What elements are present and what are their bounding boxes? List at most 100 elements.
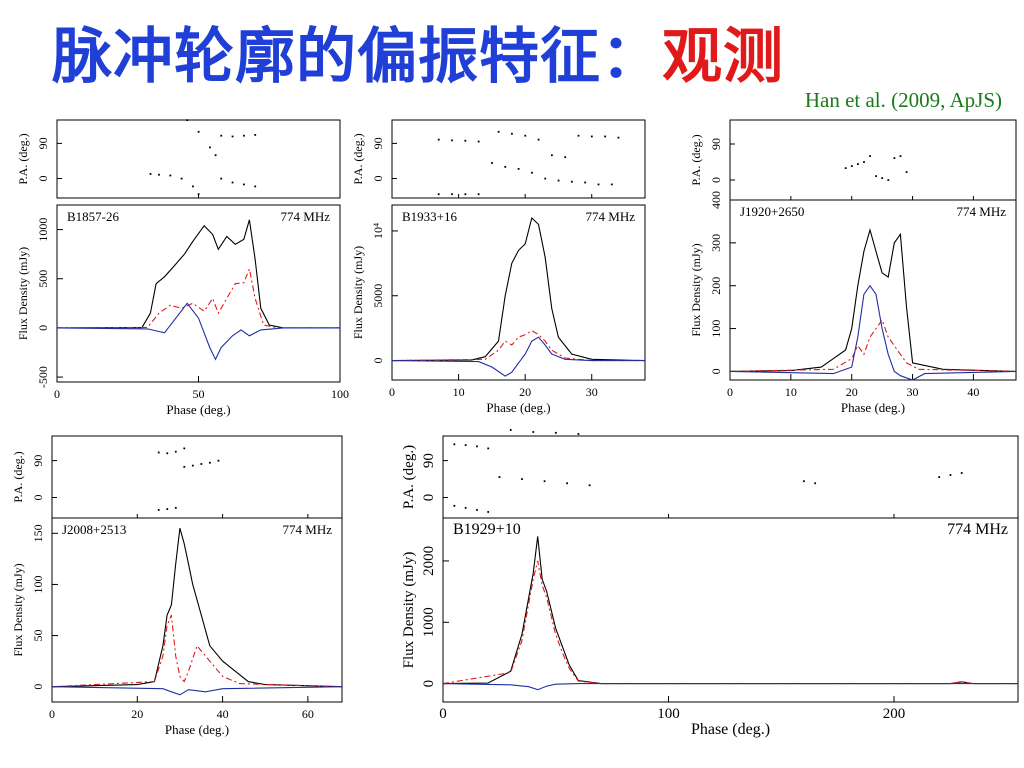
linear-pol-line	[442, 560, 1018, 685]
pa-point	[157, 509, 160, 511]
pa-point	[453, 443, 456, 446]
pa-point	[905, 171, 908, 173]
pa-point	[554, 431, 557, 434]
pa-point	[200, 463, 203, 465]
pa-point	[566, 482, 569, 485]
x-tick-label: 50	[193, 387, 205, 401]
x-tick-label: 10	[453, 385, 465, 399]
y-tick-label: 200	[709, 277, 723, 295]
pa-point	[532, 431, 535, 433]
pa-point	[192, 185, 194, 188]
pa-point	[938, 476, 941, 478]
pa-point	[544, 177, 547, 180]
x-tick-label: 0	[727, 385, 733, 399]
pa-tick-label: 90	[371, 137, 385, 149]
x-tick-label: 0	[54, 387, 60, 401]
x-tick-label: 20	[846, 385, 858, 399]
pa-point	[487, 447, 490, 450]
x-tick-label: 100	[657, 706, 680, 722]
pa-point	[186, 119, 189, 121]
pa-point	[197, 193, 200, 196]
frequency-label: 774 MHz	[947, 521, 1008, 538]
pa-point	[166, 452, 169, 455]
pa-point	[220, 177, 223, 180]
x-axis-label: Phase (deg.)	[486, 400, 550, 415]
pa-point	[570, 180, 573, 183]
x-tick-label: 60	[302, 707, 314, 721]
pa-point	[214, 154, 217, 157]
y-axis-label: Flux Density (mJy)	[11, 563, 25, 656]
linear-pol-line	[391, 330, 645, 362]
x-tick-label: 40	[217, 707, 229, 721]
pa-point	[477, 193, 480, 196]
pa-point	[511, 132, 513, 135]
pa-axis-label: P.A. (deg.)	[689, 134, 703, 185]
y-tick-label: 100	[709, 320, 723, 338]
linear-pol-line	[56, 266, 340, 329]
stokes-i-line	[442, 536, 1018, 685]
x-axis-label: Phase (deg.)	[165, 722, 229, 737]
pa-point	[231, 135, 234, 138]
pa-point	[158, 173, 160, 176]
pa-axis-label: P.A. (deg.)	[351, 133, 365, 184]
pa-point	[242, 134, 245, 137]
x-tick-label: 0	[49, 707, 55, 721]
x-tick-label: 20	[519, 385, 531, 399]
pa-point	[899, 155, 902, 157]
pa-point	[197, 130, 200, 133]
stokes-i-line	[51, 528, 343, 688]
pa-point	[802, 480, 805, 483]
title-highlight-text: 观测	[662, 22, 784, 92]
pa-point	[180, 177, 183, 180]
y-tick-label: 0	[709, 368, 723, 374]
y-tick-label: 2000	[421, 546, 437, 576]
pa-point	[617, 136, 620, 139]
pa-point	[577, 134, 580, 137]
pa-panel-frame	[442, 435, 1019, 519]
chart-b1857-26: 0 50 100 -500 0 500 1000 0 90 Phase (deg.) Flux De…	[16, 119, 349, 417]
pa-point	[949, 474, 952, 476]
flux-panel-frame	[56, 204, 341, 383]
frequency-label: 774 MHz	[283, 522, 333, 537]
pa-point	[814, 482, 817, 485]
pa-point	[498, 476, 501, 478]
pa-axis-label: P.A. (deg.)	[16, 133, 30, 184]
pa-point	[464, 193, 467, 196]
y-tick-label: 0	[421, 680, 437, 688]
pa-point	[869, 155, 871, 157]
pa-point	[242, 183, 245, 186]
pa-point	[491, 162, 493, 164]
x-tick-label: 0	[389, 385, 395, 399]
pa-point	[476, 509, 478, 511]
x-axis-label: Phase (deg.)	[841, 400, 905, 415]
pa-point	[577, 433, 580, 435]
pa-point	[220, 134, 223, 137]
pa-point	[149, 173, 152, 175]
x-tick-label: 30	[907, 385, 919, 399]
pa-tick-label: 0	[31, 495, 45, 501]
y-tick-label: 300	[709, 234, 723, 252]
pa-tick-label: 0	[709, 177, 723, 183]
circular-pol-line	[442, 683, 1018, 691]
pa-point	[531, 171, 533, 174]
y-tick-label: 100	[31, 575, 45, 593]
y-tick-label: 500	[36, 270, 50, 288]
pa-point	[590, 135, 593, 138]
pa-point	[169, 174, 172, 177]
pa-point	[487, 511, 490, 513]
pa-tick-label: 90	[36, 137, 50, 149]
pa-panel-frame	[729, 119, 1017, 201]
pa-point	[437, 138, 440, 141]
circular-pol-line	[56, 302, 340, 361]
x-tick-label: 100	[331, 387, 349, 401]
circular-pol-line	[729, 284, 1017, 381]
y-axis-label: Flux Density (mJy)	[16, 247, 30, 340]
slide-title: 脉冲轮廓的偏振特征：观测 Han et al. (2009, ApJS)	[0, 0, 1024, 112]
pa-panel-frame	[51, 435, 343, 519]
y-tick-label: 1000	[36, 218, 50, 242]
pa-point	[174, 450, 177, 453]
pa-axis-label: P.A. (deg.)	[11, 451, 25, 502]
pa-point	[604, 135, 607, 138]
pa-point	[893, 157, 896, 159]
